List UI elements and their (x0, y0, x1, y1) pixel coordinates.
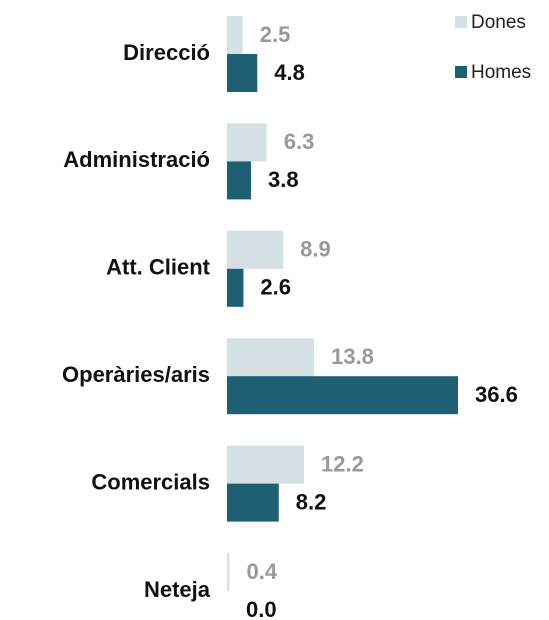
bar (227, 161, 251, 200)
legend-swatch (455, 66, 467, 78)
category-label: Direcció (123, 40, 210, 65)
bar (227, 376, 458, 415)
category-label: Neteja (144, 577, 211, 602)
value-label: 6.3 (284, 129, 315, 154)
value-label: 4.8 (274, 60, 305, 85)
value-label: 36.6 (475, 382, 518, 407)
value-label: 0.4 (247, 559, 278, 584)
bar (227, 123, 267, 162)
value-label: 2.5 (260, 22, 291, 47)
value-label: 13.8 (331, 344, 374, 369)
value-label: 8.2 (296, 489, 327, 514)
category-label: Att. Client (106, 255, 211, 280)
value-label: 2.6 (260, 275, 291, 300)
bar (227, 483, 279, 522)
bar (227, 16, 243, 54)
value-label: 8.9 (300, 237, 331, 262)
bar (227, 338, 315, 377)
value-label: 3.8 (268, 167, 299, 192)
bar (227, 268, 244, 307)
bar (227, 445, 304, 484)
value-label: 0.0 (246, 597, 277, 620)
category-label: Comercials (91, 469, 210, 494)
category-label: Operàries/aris (62, 362, 210, 387)
bar (227, 553, 230, 591)
legend-swatch (455, 16, 467, 28)
legend-label: Dones (471, 12, 526, 33)
bar (227, 230, 284, 269)
category-label: Administració (63, 147, 210, 172)
bar (227, 54, 258, 92)
value-label: 12.2 (321, 451, 364, 476)
legend-label: Homes (471, 62, 531, 83)
